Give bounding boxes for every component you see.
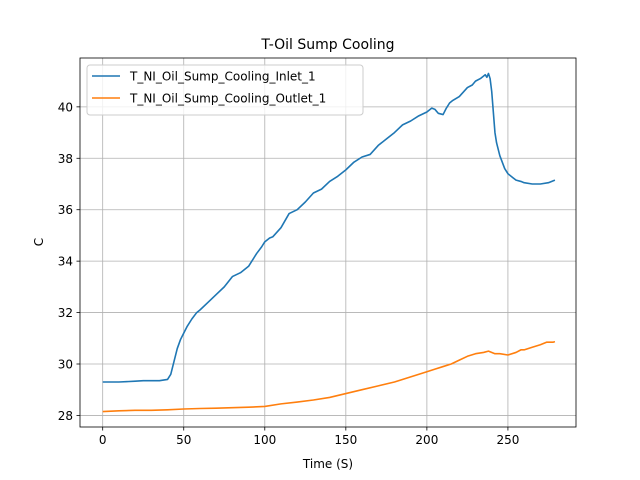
y-tick-label: 28	[58, 409, 73, 423]
x-axis: 0 50 100 150 200 250	[99, 427, 519, 447]
plot-area	[102, 72, 556, 413]
legend: T_NI_Oil_Sump_Cooling_Inlet_1 T_NI_Oil_Su…	[86, 64, 364, 116]
y-tick-label: 40	[58, 100, 73, 114]
x-tick-label: 0	[99, 433, 107, 447]
series-line-outlet	[102, 340, 556, 413]
series-line-inlet	[102, 72, 556, 383]
chart-title: T-Oil Sump Cooling	[260, 37, 394, 53]
x-tick-label: 150	[334, 433, 357, 447]
legend-label: T_NI_Oil_Sump_Cooling_Outlet_1	[129, 92, 326, 106]
y-tick-label: 38	[58, 152, 73, 166]
y-axis: 28 30 32 34 36 38 40	[58, 100, 80, 423]
x-tick-label: 250	[496, 433, 519, 447]
y-axis-label: C	[32, 238, 46, 246]
y-tick-label: 30	[58, 358, 73, 372]
x-tick-label: 50	[176, 433, 191, 447]
axes-frame	[79, 57, 577, 428]
x-axis-label: Time (S)	[302, 457, 353, 471]
x-tick-label: 100	[253, 433, 276, 447]
y-tick-label: 32	[58, 306, 73, 320]
y-tick-label: 36	[58, 203, 73, 217]
x-tick-label: 200	[415, 433, 438, 447]
legend-label: T_NI_Oil_Sump_Cooling_Inlet_1	[129, 70, 316, 84]
legend-box	[86, 64, 364, 116]
y-tick-label: 34	[58, 255, 73, 269]
